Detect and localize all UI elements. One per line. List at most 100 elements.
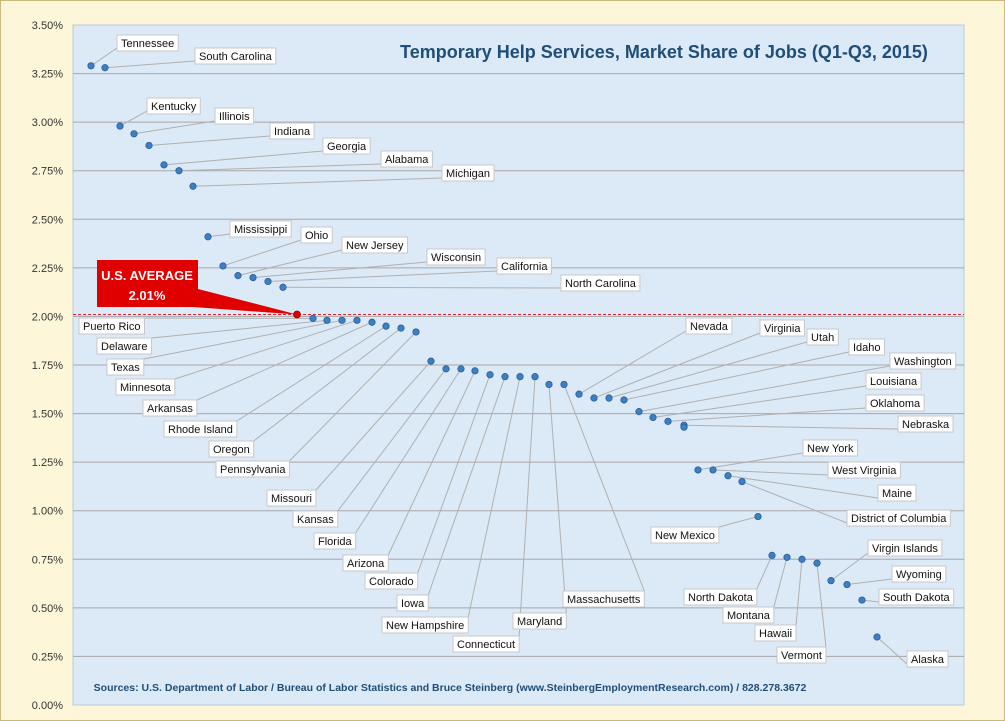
label-iowa: Iowa: [396, 594, 429, 612]
label-text: Alaska: [911, 654, 945, 666]
point-mississippi: [204, 233, 212, 241]
label-box: [78, 317, 145, 335]
point-utah: [605, 394, 613, 402]
point-new-mexico: [754, 512, 762, 521]
label-box: [867, 539, 943, 557]
label-text: Connecticut: [457, 639, 515, 651]
label-south-carolina: South Carolina: [194, 47, 277, 65]
leader-new-hampshire: [467, 376, 521, 618]
label-box: [754, 624, 797, 642]
leader-massachusetts: [563, 384, 645, 592]
point-vermont: [813, 559, 821, 567]
point-district-of-columbia: [738, 477, 746, 486]
point-texas: [338, 316, 346, 324]
label-box: [560, 274, 641, 292]
label-text: District of Columbia: [851, 513, 947, 525]
label-text: Tennessee: [121, 38, 174, 50]
y-tick-label: 1.75%: [32, 360, 63, 372]
point-california: [264, 277, 272, 286]
point-rhode-island: [382, 322, 390, 330]
label-text: New York: [807, 443, 854, 455]
label-text: Delaware: [101, 341, 147, 353]
label-california: California: [496, 257, 552, 275]
leader-west-virginia: [712, 469, 829, 476]
label-missouri: Missouri: [266, 489, 317, 507]
label-box: [906, 650, 949, 668]
label-box: [877, 484, 917, 502]
label-arkansas: Arkansas: [142, 399, 198, 417]
y-tick-label: 1.00%: [32, 506, 63, 518]
point-alabama: [175, 167, 183, 175]
label-wisconsin: Wisconsin: [426, 248, 486, 266]
point-pennsylvania: [412, 328, 420, 336]
label-montana: Montana: [722, 606, 775, 624]
label-text: Mississippi: [234, 224, 287, 236]
leader-virgin-islands: [830, 552, 869, 582]
label-mississippi: Mississippi: [229, 220, 292, 238]
average-callout-box: [97, 260, 297, 315]
label-new-york: New York: [802, 439, 858, 457]
label-box: [865, 394, 925, 412]
leader-south-carolina: [104, 60, 196, 69]
point-virgin-islands: [827, 577, 835, 585]
label-box: [512, 612, 567, 630]
leader-oklahoma: [667, 407, 867, 422]
label-text: Idaho: [853, 342, 881, 354]
label-text: Alabama: [385, 154, 429, 166]
label-minnesota: Minnesota: [115, 378, 176, 396]
label-box: [562, 590, 645, 608]
y-tick-label: 3.50%: [32, 20, 63, 32]
point-south-dakota: [858, 596, 866, 604]
leader-georgia: [163, 150, 324, 166]
point-illinois: [130, 130, 138, 138]
label-box: [722, 606, 775, 624]
label-text: Maine: [882, 488, 912, 500]
label-text: Florida: [318, 536, 353, 548]
label-tennessee: Tennessee: [116, 34, 179, 52]
point-montana: [783, 553, 791, 561]
label-south-dakota: South Dakota: [878, 588, 955, 606]
label-nebraska: Nebraska: [897, 415, 954, 433]
point-missouri: [427, 357, 435, 365]
label-box: [685, 317, 733, 335]
label-text: Illinois: [219, 111, 250, 123]
y-tick-label: 3.00%: [32, 117, 63, 129]
leader-arizona: [387, 370, 476, 556]
label-text: Nevada: [690, 321, 729, 333]
label-box: [341, 236, 408, 254]
y-tick-label: 2.50%: [32, 214, 63, 226]
label-texas: Texas: [106, 358, 145, 376]
label-text: West Virginia: [832, 465, 897, 477]
label-text: Pennsylvania: [220, 464, 286, 476]
label-box: [106, 358, 145, 376]
point-north-dakota: [768, 551, 776, 560]
label-colorado: Colorado: [364, 572, 419, 590]
leader-virginia: [593, 332, 761, 399]
label-box: [214, 107, 255, 125]
label-pennsylvania: Pennsylvania: [215, 460, 290, 478]
label-district-of-columbia: District of Columbia: [846, 509, 951, 527]
leader-missouri: [315, 360, 432, 491]
label-west-virginia: West Virginia: [827, 461, 901, 479]
label-text: Texas: [111, 362, 140, 374]
leader-illinois: [133, 120, 216, 135]
leader-new-mexico: [718, 516, 759, 528]
point-kansas: [442, 365, 450, 373]
point-oklahoma: [664, 417, 672, 425]
point-minnesota: [353, 316, 361, 324]
label-text: Maryland: [517, 616, 562, 628]
label-arizona: Arizona: [342, 554, 389, 572]
point-washington: [635, 408, 643, 416]
point-new-york: [694, 466, 702, 474]
label-new-hampshire: New Hampshire: [381, 616, 469, 634]
label-box: [683, 588, 758, 606]
label-box: [897, 415, 954, 433]
label-text: Arizona: [347, 558, 385, 570]
leader-north-carolina: [282, 286, 562, 289]
leader-new-york: [697, 452, 804, 471]
point-iowa: [501, 373, 509, 381]
point-virginia: [590, 394, 598, 402]
y-tick-label: 1.50%: [32, 409, 63, 421]
label-box: [266, 489, 317, 507]
